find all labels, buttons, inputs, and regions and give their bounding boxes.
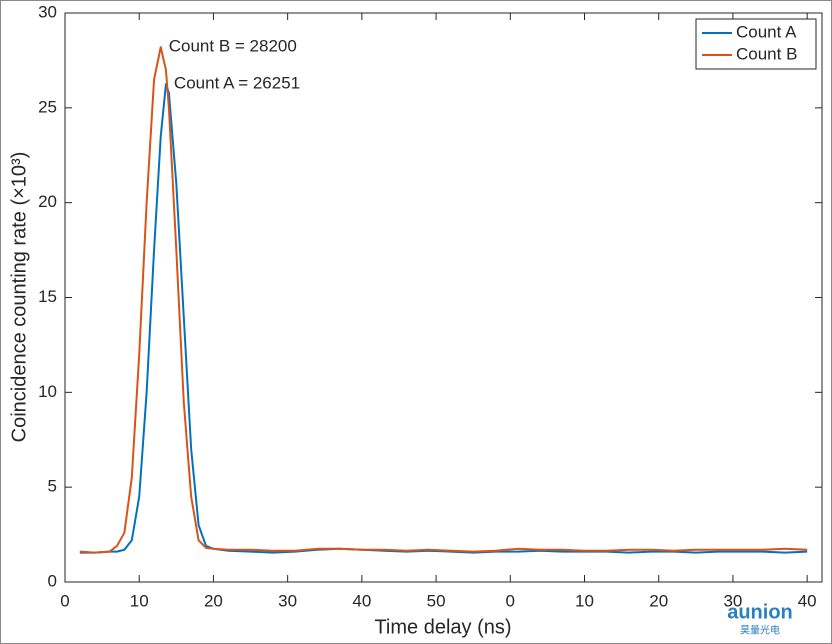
x-tick-label: 0 — [506, 591, 515, 610]
y-tick-label: 20 — [38, 192, 57, 211]
legend-label: Count A — [736, 22, 797, 41]
y-tick-label: 15 — [38, 287, 57, 306]
watermark-logo: aunion — [727, 601, 793, 623]
y-axis-label: Coincidence counting rate (×10³) — [8, 152, 30, 443]
y-tick-label: 10 — [38, 382, 57, 401]
watermark-subtitle: 昊量光电 — [740, 624, 780, 637]
legend-box — [695, 18, 817, 70]
x-tick-label: 10 — [575, 591, 594, 610]
legend-label: Count B — [736, 44, 797, 63]
annotation: Count A = 26251 — [174, 74, 300, 93]
y-tick-label: 25 — [38, 97, 57, 116]
x-tick-label: 20 — [649, 591, 668, 610]
x-tick-label: 30 — [278, 591, 297, 610]
y-tick-label: 5 — [48, 477, 57, 496]
x-tick-label: 10 — [130, 591, 149, 610]
x-tick-label: 0 — [60, 591, 69, 610]
y-tick-label: 0 — [48, 571, 57, 590]
x-tick-label: 40 — [798, 591, 817, 610]
x-axis-label: Time delay (ns) — [374, 616, 511, 638]
y-tick-label: 30 — [38, 2, 57, 21]
x-tick-label: 50 — [427, 591, 446, 610]
x-tick-label: 40 — [352, 591, 371, 610]
x-tick-label: 30 — [723, 591, 742, 610]
series-line — [79, 46, 808, 554]
annotation: Count B = 28200 — [169, 37, 297, 56]
x-tick-label: 20 — [204, 591, 223, 610]
